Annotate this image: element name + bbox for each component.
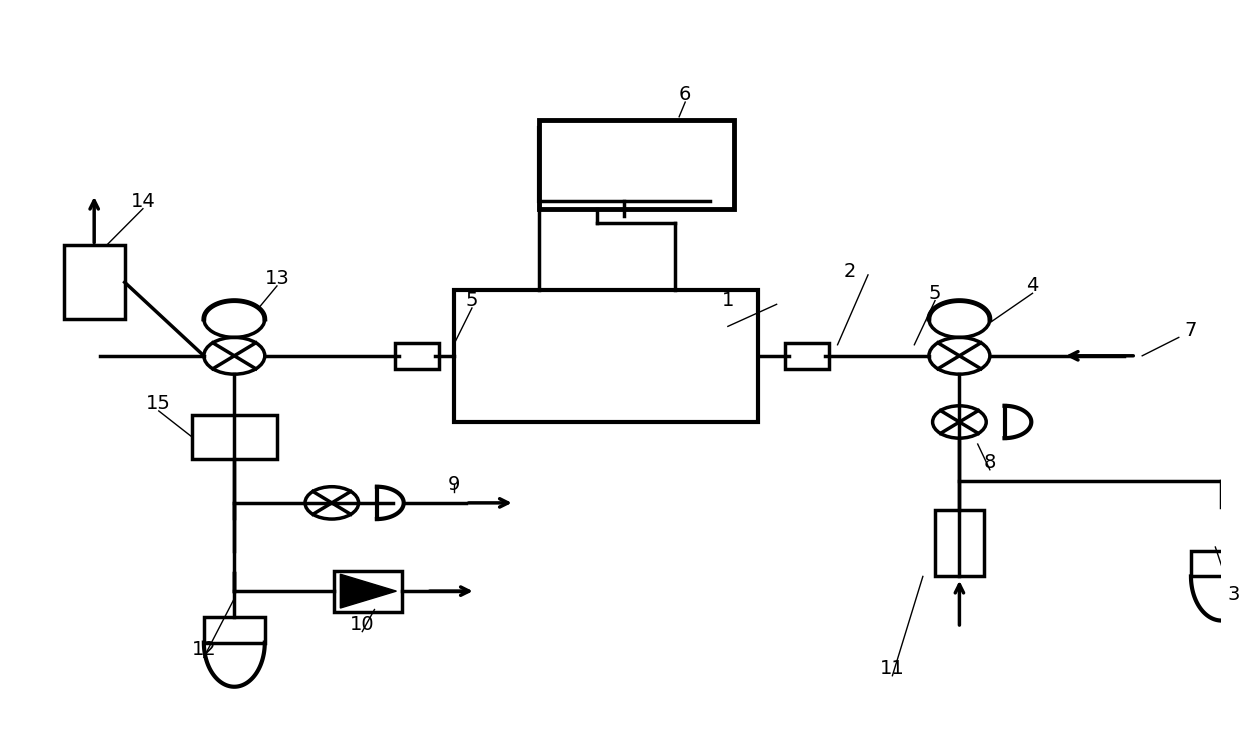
Text: 9: 9 bbox=[448, 475, 460, 494]
Bar bbox=[539, 121, 734, 209]
Text: 4: 4 bbox=[1027, 276, 1039, 296]
Bar bbox=[192, 415, 277, 459]
Bar bbox=[935, 511, 983, 576]
Bar bbox=[335, 571, 403, 612]
Text: 5: 5 bbox=[466, 291, 479, 310]
Polygon shape bbox=[340, 574, 397, 608]
Text: 5: 5 bbox=[929, 284, 941, 303]
Bar bbox=[203, 617, 265, 642]
Text: 2: 2 bbox=[843, 262, 856, 281]
Text: 12: 12 bbox=[191, 640, 216, 659]
Text: 10: 10 bbox=[350, 615, 374, 634]
Bar bbox=[539, 127, 709, 202]
Text: 15: 15 bbox=[146, 394, 171, 413]
Bar bbox=[785, 342, 830, 369]
Text: 7: 7 bbox=[1184, 321, 1197, 339]
Text: 8: 8 bbox=[983, 453, 996, 472]
Text: 3: 3 bbox=[1228, 585, 1240, 605]
Text: 1: 1 bbox=[722, 291, 734, 310]
Text: 6: 6 bbox=[680, 85, 692, 104]
Bar bbox=[454, 290, 759, 422]
Text: 11: 11 bbox=[880, 659, 905, 678]
Bar bbox=[396, 342, 439, 369]
Text: 13: 13 bbox=[264, 269, 289, 288]
Text: 14: 14 bbox=[130, 192, 155, 211]
Bar bbox=[1190, 551, 1240, 576]
Bar bbox=[63, 245, 125, 319]
